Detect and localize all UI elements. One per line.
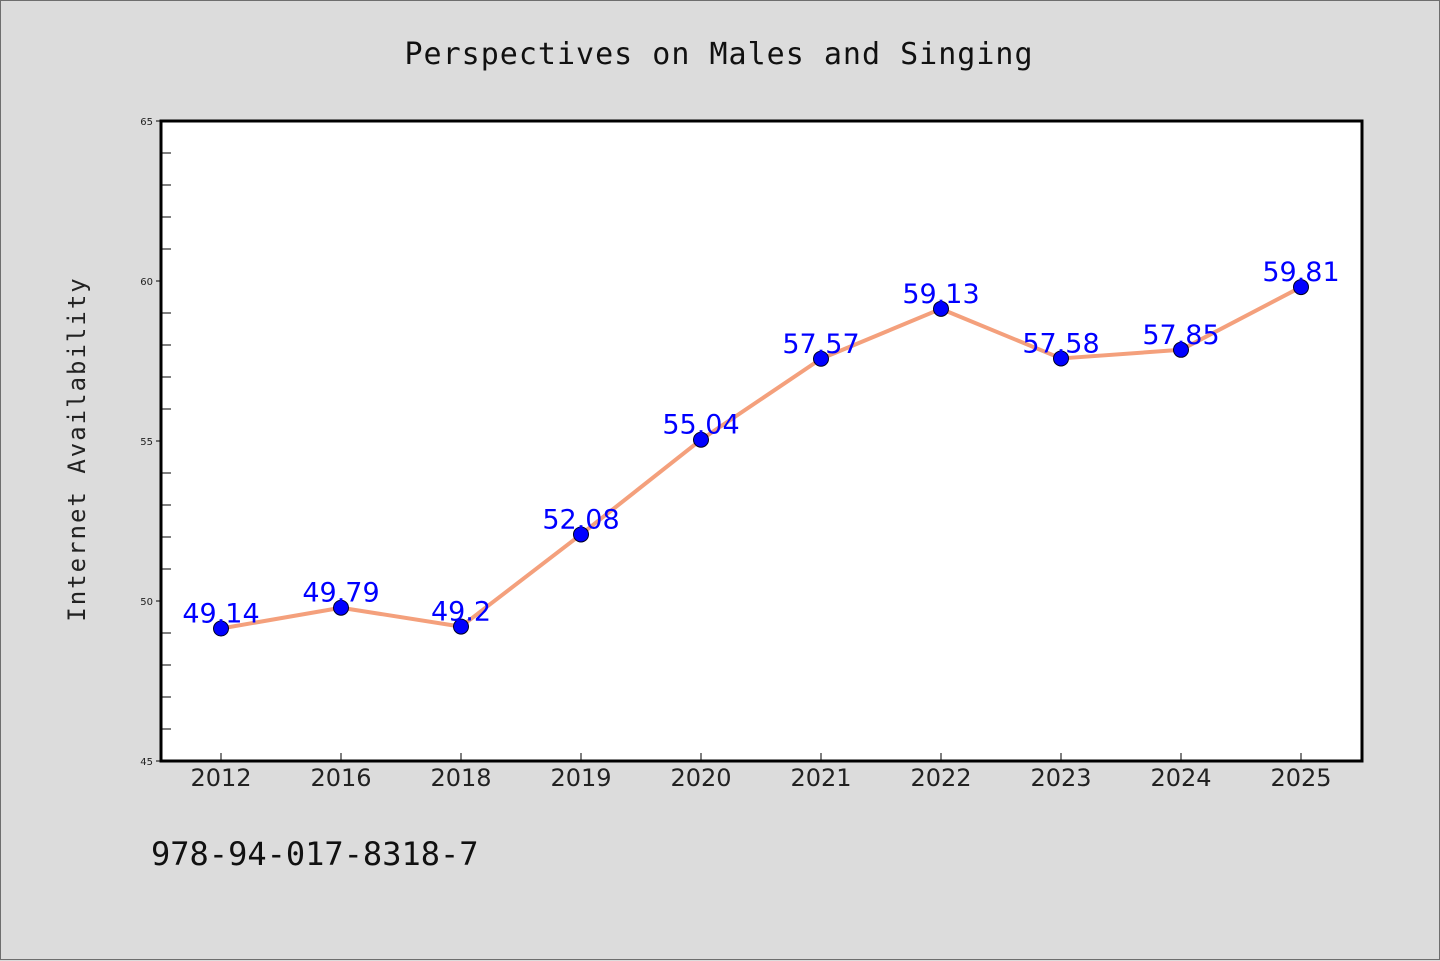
y-tick-label: 55 bbox=[140, 437, 153, 448]
data-point-marker bbox=[453, 618, 469, 635]
plot-area bbox=[159, 119, 1364, 763]
data-label: 57.57 bbox=[782, 329, 859, 360]
x-tick-label: 2019 bbox=[550, 764, 611, 792]
data-point-marker bbox=[693, 431, 709, 448]
data-labels: 49.14 49.79 49.2 52.08 55.04 57.57 59.13 57.58 5… bbox=[182, 257, 1339, 629]
data-point-marker bbox=[573, 526, 589, 543]
chart-title: Perspectives on Males and Singing bbox=[404, 37, 1033, 72]
data-point-marker bbox=[933, 300, 949, 317]
y-tick-label: 50 bbox=[140, 597, 153, 608]
data-point-marker bbox=[213, 620, 229, 637]
y-tick-label: 60 bbox=[140, 277, 153, 288]
data-label: 57.58 bbox=[1022, 328, 1099, 359]
data-label: 49.2 bbox=[431, 597, 491, 628]
x-tick-label: 2021 bbox=[790, 764, 851, 792]
series-line bbox=[219, 285, 1303, 631]
data-point-marker bbox=[1173, 341, 1189, 358]
data-point-marker bbox=[1293, 279, 1309, 296]
data-point-marker bbox=[813, 350, 829, 367]
x-tick-label: 2024 bbox=[1150, 764, 1211, 792]
y-tick-label: 45 bbox=[140, 757, 153, 768]
series-line-group bbox=[213, 279, 1309, 637]
y-axis: 45 50 55 60 65 bbox=[140, 117, 171, 768]
data-label: 57.85 bbox=[1142, 320, 1219, 351]
data-label: 55.04 bbox=[662, 410, 739, 441]
data-label: 49.79 bbox=[302, 578, 379, 609]
data-point-marker bbox=[333, 599, 349, 616]
y-axis-label: Internet Availability bbox=[63, 276, 91, 621]
data-point-marker bbox=[1053, 350, 1069, 367]
x-tick-label: 2016 bbox=[310, 764, 371, 792]
data-label: 49.14 bbox=[182, 599, 259, 630]
y-tick-label: 65 bbox=[140, 117, 153, 128]
x-tick-label: 2020 bbox=[670, 764, 731, 792]
data-label: 59.81 bbox=[1262, 257, 1339, 288]
data-label: 52.08 bbox=[542, 504, 619, 535]
x-tick-label: 2018 bbox=[430, 764, 491, 792]
x-tick-label: 2022 bbox=[910, 764, 971, 792]
x-tick-label: 2012 bbox=[190, 764, 251, 792]
x-tick-label: 2023 bbox=[1030, 764, 1091, 792]
data-label: 59.13 bbox=[902, 279, 979, 310]
isbn-annotation: 978-94-017-8318-7 bbox=[151, 835, 479, 873]
x-tick-label: 2025 bbox=[1270, 764, 1331, 792]
x-axis: 2012 2016 2018 2019 2020 2021 2022 2023 2024 2025 bbox=[190, 753, 1332, 792]
